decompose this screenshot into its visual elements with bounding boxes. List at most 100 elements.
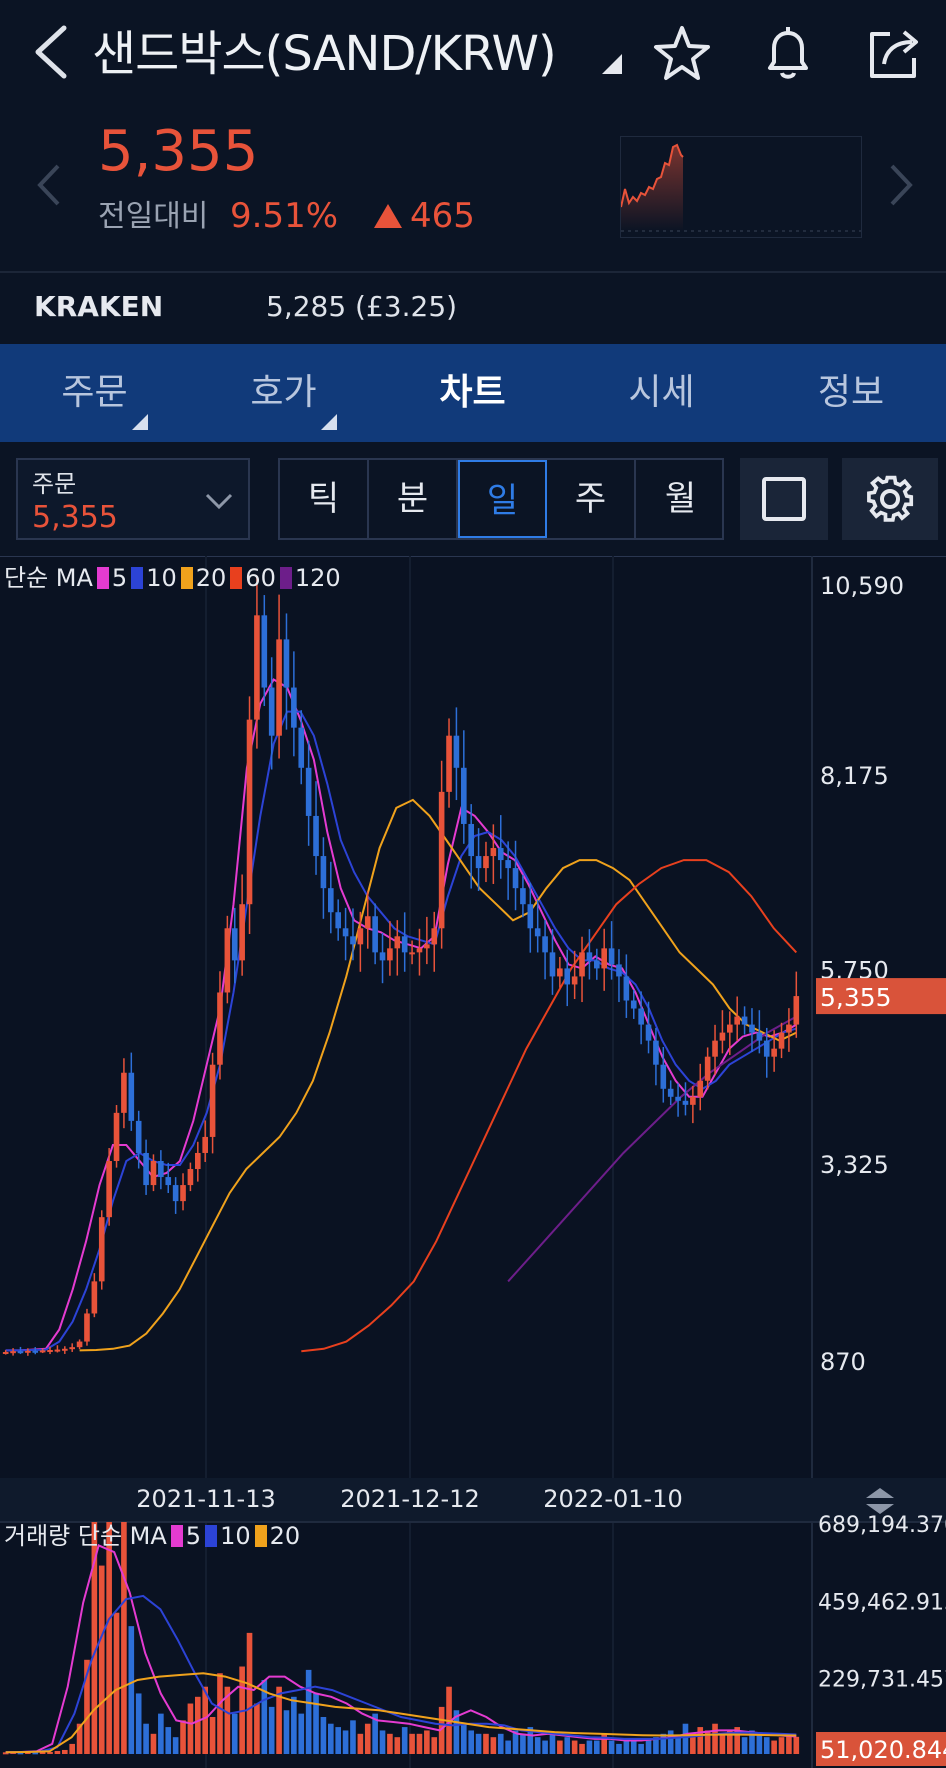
- square-icon: [762, 477, 806, 521]
- volume-bar: [571, 1740, 578, 1754]
- volume-bar: [121, 1522, 127, 1754]
- volume-bar: [468, 1730, 475, 1754]
- volume-bar: [453, 1710, 460, 1754]
- tab-label: 주문: [61, 372, 128, 413]
- period-tick-button[interactable]: 틱: [280, 460, 369, 538]
- candle-body: [608, 948, 615, 965]
- volume-bar: [158, 1713, 164, 1754]
- legend-vma10: 10: [220, 1522, 251, 1550]
- candle-body: [69, 1347, 76, 1350]
- page-title[interactable]: 샌드박스(SAND/KRW): [92, 26, 557, 82]
- candle-body: [734, 1016, 741, 1025]
- candle-body: [209, 1064, 216, 1137]
- volume-bar: [741, 1737, 748, 1754]
- period-selector: 틱 분 일 주 월: [278, 458, 724, 540]
- ma120-swatch: [279, 567, 292, 589]
- volume-bar: [401, 1727, 408, 1754]
- period-week-button[interactable]: 주: [547, 460, 636, 538]
- volume-bar: [268, 1706, 275, 1754]
- volume-bar: [231, 1713, 238, 1754]
- bell-icon[interactable]: [756, 22, 820, 86]
- price-ma-legend: 단순 MA 5 10 20 60 120: [4, 564, 341, 592]
- volume-bar: [372, 1713, 378, 1754]
- legend-ma20: 20: [195, 564, 227, 592]
- candle-body: [61, 1348, 68, 1351]
- current-volume-label: 51,020.844: [820, 1736, 946, 1764]
- candle-body: [719, 1032, 726, 1041]
- order-select[interactable]: 주문 5,355: [16, 458, 250, 540]
- period-day-button[interactable]: 일: [458, 460, 547, 538]
- volume-bar: [172, 1737, 179, 1754]
- candle-body: [350, 936, 356, 945]
- volume-bar: [32, 1752, 39, 1755]
- fullscreen-button[interactable]: [740, 458, 828, 540]
- candle-body: [690, 1096, 696, 1105]
- volume-bar: [424, 1730, 430, 1754]
- compare-label: 전일대비: [98, 199, 209, 234]
- candle-body: [372, 916, 378, 953]
- volume-bar: [512, 1730, 519, 1754]
- volume-bar: [483, 1733, 489, 1754]
- share-icon[interactable]: [862, 22, 926, 86]
- volume-bar: [586, 1740, 593, 1754]
- volume-bar: [771, 1740, 777, 1754]
- order-select-value: 5,355: [32, 500, 118, 535]
- tab-chart[interactable]: 차트: [378, 344, 567, 442]
- candle-body: [320, 856, 327, 889]
- volume-bar: [98, 1565, 105, 1754]
- candle-body: [675, 1096, 681, 1101]
- candle-body: [121, 1072, 127, 1113]
- sparkline-thumbnail[interactable]: [620, 136, 862, 238]
- candle-body: [527, 904, 534, 929]
- tab-orderbook[interactable]: 호가: [189, 344, 378, 442]
- tab-label: 정보: [817, 372, 885, 413]
- volume-bar: [364, 1723, 371, 1754]
- volume-ma-line-20: [5, 1672, 797, 1754]
- back-icon[interactable]: [28, 22, 76, 82]
- candle-body: [246, 719, 253, 905]
- volume-bar: [534, 1737, 541, 1754]
- candle-body: [313, 815, 319, 857]
- tab-info[interactable]: 정보: [756, 344, 946, 442]
- candle-body: [512, 868, 519, 889]
- volume-bar: [431, 1737, 438, 1754]
- volume-ma-legend: 거래량 단순 MA 5 10 20: [4, 1522, 300, 1550]
- volume-bar: [320, 1716, 327, 1754]
- period-minute-button[interactable]: 분: [369, 460, 458, 538]
- candle-body: [726, 1024, 733, 1033]
- candle-body: [342, 928, 349, 937]
- tab-market-price[interactable]: 시세: [567, 344, 756, 442]
- tab-order[interactable]: 주문: [0, 344, 189, 442]
- period-month-button[interactable]: 월: [664, 479, 697, 519]
- legend-vma5: 5: [185, 1522, 202, 1550]
- chart-settings-button[interactable]: [842, 458, 938, 540]
- volume-bar: [246, 1632, 253, 1754]
- volume-bar: [180, 1720, 186, 1754]
- star-icon[interactable]: [650, 22, 714, 86]
- volume-bar: [690, 1733, 696, 1754]
- prev-coin-chevron-icon[interactable]: [34, 160, 64, 210]
- current-volume-tag: [816, 1732, 946, 1766]
- candle-body: [268, 687, 275, 736]
- candle-body: [25, 1350, 31, 1353]
- candle-body: [106, 1161, 112, 1218]
- corner-indicator-icon: [321, 414, 337, 430]
- volume-bar: [187, 1703, 194, 1754]
- next-coin-chevron-icon[interactable]: [886, 160, 916, 210]
- candle-body: [91, 1281, 98, 1314]
- candle-body: [763, 1040, 770, 1057]
- volume-bar: [202, 1686, 209, 1754]
- y-tick-label: 3,325: [820, 1151, 889, 1179]
- candle-body: [549, 952, 556, 977]
- volume-bar: [106, 1522, 112, 1754]
- volume-bar: [593, 1740, 600, 1754]
- dropdown-triangle-icon[interactable]: [600, 52, 624, 76]
- candle-body: [217, 992, 223, 1065]
- candle-body: [298, 727, 305, 768]
- candle-body: [254, 615, 260, 720]
- volume-bar: [327, 1723, 334, 1754]
- volume-bar: [505, 1740, 511, 1754]
- candle-body: [653, 1040, 659, 1065]
- volume-bar: [749, 1730, 755, 1754]
